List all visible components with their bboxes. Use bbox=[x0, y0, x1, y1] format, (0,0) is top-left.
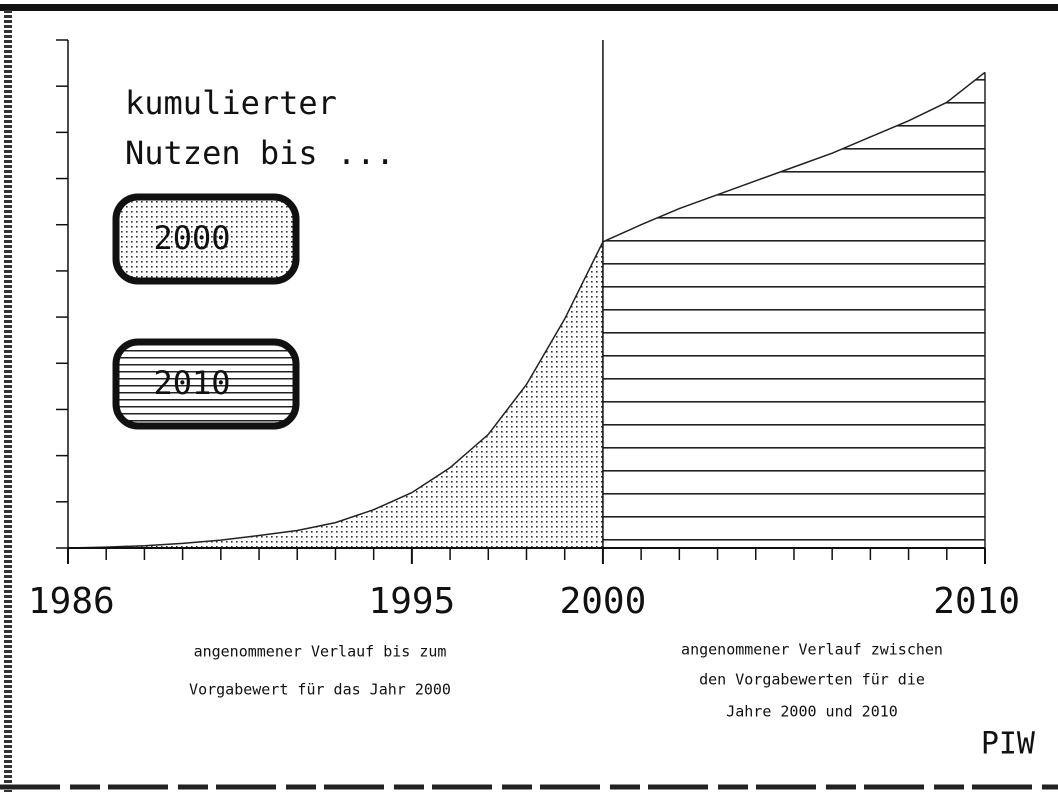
x-tick-label: 2000 bbox=[560, 581, 647, 622]
legend-label: 2000 bbox=[153, 219, 230, 257]
legend-button bbox=[112, 193, 300, 285]
signature: PIW bbox=[981, 727, 1036, 762]
title-line: kumulierter bbox=[125, 84, 337, 122]
area bbox=[602, 72, 985, 548]
caption: den Vorgabewerten für die bbox=[699, 671, 925, 689]
caption: Jahre 2000 und 2010 bbox=[726, 703, 898, 721]
frame-top bbox=[0, 4, 1058, 11]
x-tick-label: 1995 bbox=[369, 581, 456, 622]
caption: angenommener Verlauf bis zum bbox=[194, 643, 447, 661]
legend-label: 2010 bbox=[153, 364, 230, 402]
x-tick-label: 2010 bbox=[933, 581, 1020, 622]
legend-button bbox=[112, 338, 300, 430]
area bbox=[68, 241, 603, 548]
caption: angenommener Verlauf zwischen bbox=[681, 641, 943, 659]
area-outline bbox=[67, 241, 604, 549]
title-line: Nutzen bis ... bbox=[125, 134, 395, 172]
area-outline bbox=[602, 71, 986, 243]
caption: Vorgabewert für das Jahr 2000 bbox=[189, 681, 451, 699]
x-tick-label: 1986 bbox=[28, 581, 115, 622]
